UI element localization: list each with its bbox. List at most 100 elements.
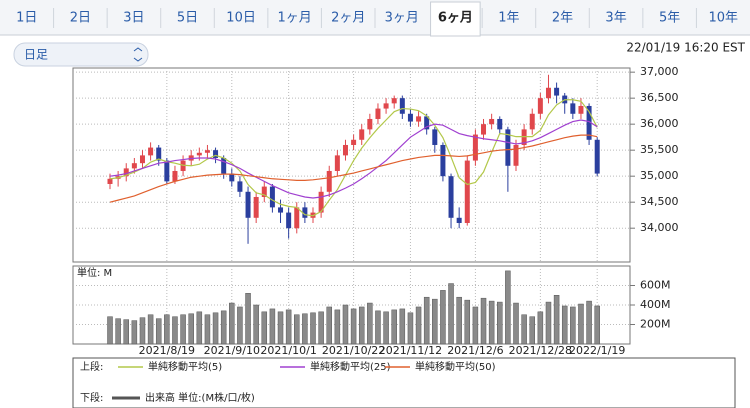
volume-bar [147,314,154,345]
volume-bar [350,308,357,345]
candle-body [472,134,478,161]
volume-bar [237,306,243,345]
tab[interactable]: 3年 [605,11,626,26]
candle-body [489,118,495,125]
tab[interactable]: 1年 [498,11,519,26]
tab[interactable]: 3ヶ月 [385,11,419,26]
tab[interactable]: 10日 [226,11,256,26]
tab[interactable]: 2ヶ月 [331,11,365,26]
tab[interactable]: 5日 [177,11,198,26]
candle-body [594,139,600,174]
y-tick-label: 35,500 [640,143,679,156]
volume-bar [358,306,365,345]
volume-bar [432,298,438,345]
tab[interactable]: 2日 [70,11,91,26]
x-tick-label: 2021/8/19 [139,344,195,357]
candle-body [123,168,129,177]
candle-body [383,103,389,109]
candle-body [261,186,267,197]
legend-box [72,357,736,408]
volume-bar [464,299,471,345]
candle-body [326,170,332,192]
ma-line [109,99,598,217]
candle-body [156,147,162,161]
tab[interactable]: 2年 [552,11,573,26]
candle-body [399,98,405,114]
candle-body [481,124,487,135]
volume-bar [505,270,511,345]
volume-bar [561,305,568,345]
y-tick-label: 34,000 [640,221,679,234]
x-tick-label: 2022/1/19 [569,344,625,357]
x-tick-label: 2021/12/6 [447,344,503,357]
candle-body [545,87,551,99]
legend-entry: 出来高 単位:(M株/口/枚) [145,391,255,404]
y-tick-label: 36,000 [640,117,679,130]
volume-bar [578,303,584,345]
ma-line [109,134,598,203]
volume-bar [472,306,479,345]
legend-entry: 単純移動平均(50) [415,360,496,373]
candle-body [537,98,543,114]
volume-bar [448,283,454,345]
candle-body [407,113,413,122]
volume-bar [204,314,211,345]
legend-entry: 単純移動平均(5) [148,360,222,373]
volume-bar [172,316,178,345]
y-tick-label: 400M [640,298,671,311]
y-tick-label: 35,000 [640,169,679,182]
volume-bar [115,318,121,345]
x-tick-label: 2021/12/28 [509,344,572,357]
volume-bar [529,316,535,345]
volume-bar [553,295,560,345]
candle-body [334,155,340,171]
candle-body [351,139,357,145]
volume-bar [594,305,600,345]
volume-bar [456,296,462,345]
unit-label: 単位: M [77,266,112,279]
candle-body [554,87,560,96]
candle-body [245,191,251,218]
candle-body [196,152,202,156]
legend-entry: 単純移動平均(25) [310,360,391,373]
tab[interactable]: 6ヶ月 [438,11,473,26]
candle-body [513,144,519,166]
volume-bar [164,314,170,345]
candle-body [586,105,592,140]
tab[interactable]: 1ヶ月 [278,11,312,26]
volume-bar [155,318,162,345]
candle-body [294,207,300,229]
volume-bar [139,317,146,345]
tab[interactable]: 1日 [16,11,37,26]
legend-label: 下段: [80,391,103,404]
tab[interactable]: 5年 [659,11,680,26]
timestamp: 22/01/19 16:20 EST [626,41,745,55]
volume-bar [399,308,406,345]
y-tick-label: 37,000 [640,65,679,78]
tab[interactable]: 10年 [708,11,738,26]
volume-bar [245,293,251,345]
volume-bar [488,300,495,345]
volume-bar [180,314,186,345]
volume-bar [326,306,332,345]
candle-body [172,170,178,182]
candle-body [139,155,145,164]
volume-bar [423,296,430,345]
interval-text: 日足 [24,48,48,62]
volume-bar [196,311,203,345]
tab[interactable]: 3日 [123,11,144,26]
candle-body [107,178,113,184]
interval-select[interactable] [13,42,149,67]
candle-body [416,116,422,122]
volume-bar [318,311,324,345]
candle-body [570,103,576,114]
candle-body [221,157,227,174]
candle-body [229,173,235,182]
volume-bar [521,314,527,345]
volume-bar [383,311,389,345]
volume-bar [107,316,113,345]
candle-body [391,98,397,104]
tab-selected [430,1,481,37]
volume-bar [294,314,300,345]
y-tick-label: 600M [640,279,671,292]
